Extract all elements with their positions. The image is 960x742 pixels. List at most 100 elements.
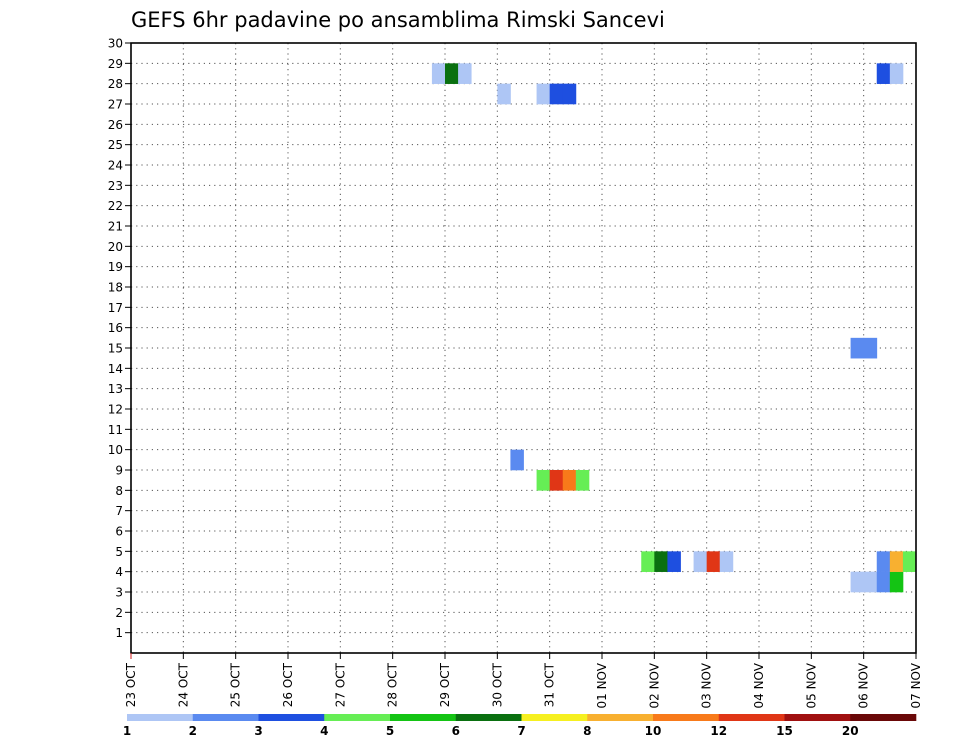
- precip-cell: [850, 337, 865, 359]
- colorbar-label: 2: [189, 724, 197, 738]
- precip-cell: [575, 470, 590, 491]
- precip-cell: [562, 83, 577, 105]
- y-tick-label: 15: [108, 342, 123, 356]
- precip-cell: [497, 83, 511, 105]
- y-tick-label: 16: [108, 321, 123, 335]
- colorbar-swatch: [324, 714, 391, 721]
- x-tick-label: 06 NOV: [857, 662, 871, 708]
- x-tick-label: 26 OCT: [281, 662, 295, 707]
- x-tick-label: 30 OCT: [490, 662, 504, 707]
- colorbar-swatch: [784, 714, 851, 721]
- colorbar-swatch: [521, 714, 588, 721]
- y-tick-label: 3: [115, 586, 123, 600]
- y-tick-label: 8: [115, 484, 123, 498]
- colorbar-swatch: [587, 714, 654, 721]
- y-tick-label: 26: [108, 118, 123, 132]
- y-axis: 1234567891011121314151617181920212223242…: [108, 37, 131, 640]
- plot-frame: [130, 42, 917, 654]
- y-tick-label: 2: [115, 606, 123, 620]
- y-tick-label: 18: [108, 281, 123, 295]
- colorbar-swatch: [718, 714, 785, 721]
- y-tick-label: 17: [108, 301, 123, 315]
- colorbar-label: 10: [645, 724, 662, 738]
- precip-cell: [876, 63, 891, 84]
- precip-cell: [641, 551, 655, 572]
- colorbar-swatch: [127, 714, 194, 721]
- x-tick-label: 04 NOV: [752, 662, 766, 708]
- x-tick-label: 29 OCT: [438, 662, 452, 707]
- data-cells: [431, 63, 917, 593]
- y-tick-label: 27: [108, 98, 123, 112]
- x-tick-label: 03 NOV: [700, 662, 714, 708]
- precip-cell: [863, 571, 878, 593]
- colorbar-label: 4: [320, 724, 328, 738]
- colorbar-swatch: [390, 714, 457, 721]
- y-tick-label: 10: [108, 443, 123, 457]
- precip-cell: [431, 63, 446, 84]
- precip-cell: [458, 63, 472, 84]
- precip-cell: [889, 63, 904, 84]
- precip-cell: [706, 551, 721, 572]
- colorbar-label: 5: [386, 724, 394, 738]
- y-tick-label: 13: [108, 382, 123, 396]
- precip-cell: [510, 449, 524, 471]
- chart-title: GEFS 6hr padavine po ansamblima Rimski S…: [131, 8, 665, 32]
- precip-cell: [654, 551, 668, 572]
- y-tick-label: 14: [108, 362, 123, 376]
- precip-cell: [549, 470, 564, 491]
- x-tick-label: 02 NOV: [647, 662, 661, 708]
- precip-cell: [549, 83, 564, 105]
- x-tick-label: 25 OCT: [229, 662, 243, 707]
- y-tick-label: 4: [115, 565, 123, 579]
- precip-cell: [850, 571, 865, 593]
- colorbar-swatch: [192, 714, 259, 721]
- colorbar-label: 8: [583, 724, 591, 738]
- y-tick-label: 11: [108, 423, 123, 437]
- y-tick-label: 6: [115, 525, 123, 539]
- colorbar-swatch: [850, 714, 917, 721]
- y-tick-label: 24: [108, 159, 123, 173]
- x-tick-label: 07 NOV: [909, 662, 923, 708]
- y-tick-label: 9: [115, 464, 123, 478]
- y-tick-label: 22: [108, 199, 123, 213]
- x-tick-label: 01 NOV: [595, 662, 609, 708]
- y-tick-label: 21: [108, 220, 123, 234]
- y-tick-label: 25: [108, 138, 123, 152]
- precip-cell: [889, 551, 904, 572]
- colorbar-swatch: [653, 714, 720, 721]
- colorbar: 1 2 3 4 5 6 7 8 10 12 15 20: [123, 714, 917, 738]
- x-tick-label: 27 OCT: [333, 662, 347, 707]
- x-axis: 23 OCT 24 OCT 25 OCT 26 OCT 27 OCT 28 OCT 29 O…: [124, 653, 923, 709]
- y-tick-label: 30: [108, 37, 123, 51]
- precip-cell: [667, 551, 681, 572]
- colorbar-label: 6: [452, 724, 460, 738]
- precip-cell: [693, 551, 708, 572]
- x-tick-label: 28 OCT: [386, 662, 400, 707]
- precip-cell: [876, 551, 891, 572]
- precip-cell: [562, 470, 577, 491]
- x-tick-label: 23 OCT: [124, 662, 138, 707]
- precip-cell: [889, 571, 904, 593]
- colorbar-label: 1: [123, 724, 131, 738]
- precip-cell: [719, 551, 734, 572]
- y-tick-label: 23: [108, 179, 123, 193]
- y-tick-label: 29: [108, 57, 123, 71]
- colorbar-swatch: [258, 714, 325, 721]
- y-tick-label: 28: [108, 77, 123, 91]
- precip-cell: [536, 470, 551, 491]
- grid-lines: [131, 43, 916, 653]
- x-tick-label: 05 NOV: [804, 662, 818, 708]
- y-tick-label: 20: [108, 240, 123, 254]
- y-tick-label: 12: [108, 403, 123, 417]
- y-tick-label: 1: [115, 626, 123, 640]
- y-tick-label: 5: [115, 545, 123, 559]
- y-tick-label: 7: [115, 504, 123, 518]
- colorbar-label: 20: [842, 724, 859, 738]
- x-tick-label: 24 OCT: [176, 662, 190, 707]
- colorbar-label: 7: [517, 724, 525, 738]
- colorbar-label: 15: [776, 724, 793, 738]
- colorbar-swatch: [455, 714, 522, 721]
- precip-cell: [876, 571, 891, 593]
- precip-cell: [445, 63, 459, 84]
